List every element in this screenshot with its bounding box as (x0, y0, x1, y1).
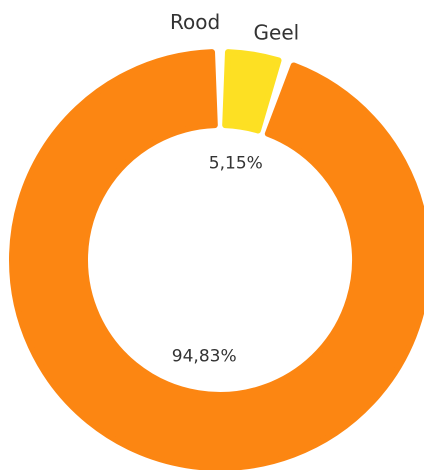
value-label: 94,83% (172, 347, 237, 367)
category-label: Geel (254, 20, 300, 44)
value-label: 5,15% (209, 153, 263, 173)
donut-slice (9, 49, 424, 470)
donut-slice (222, 49, 282, 134)
category-label: Rood (170, 10, 220, 34)
